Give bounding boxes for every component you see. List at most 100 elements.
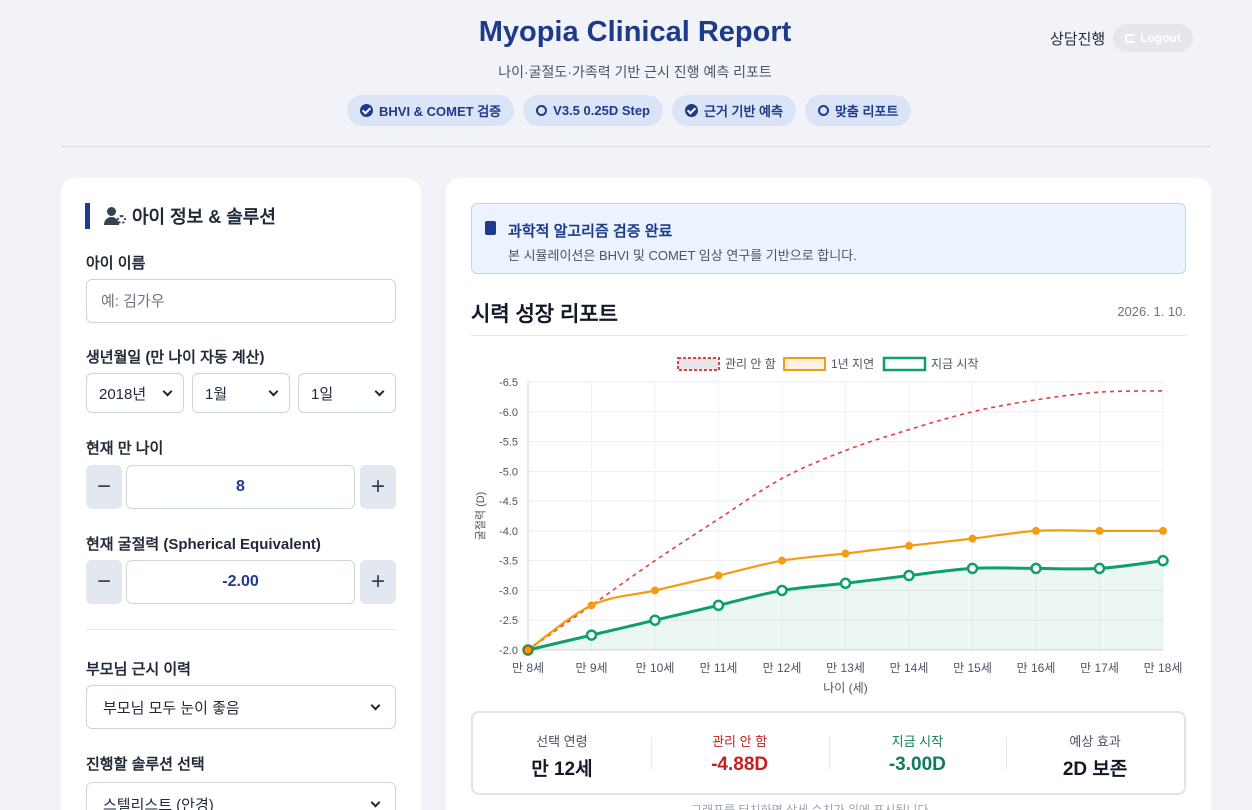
data-point — [651, 586, 659, 595]
data-point — [778, 556, 786, 565]
birth-label: 생년월일 (만 나이 자동 계산) — [86, 349, 265, 366]
verification-notice: 과학적 알고리즘 검증 완료 본 시뮬레이션은 BHVI 및 COMET 임상 … — [471, 203, 1186, 274]
solution-select[interactable]: 스텔리스트 (안경) — [86, 782, 396, 810]
age-decrement-button[interactable]: − — [86, 465, 122, 509]
data-point — [1093, 562, 1106, 575]
data-point — [839, 577, 852, 590]
data-point — [966, 562, 979, 575]
data-point — [712, 599, 725, 612]
chevron-down-icon — [370, 797, 381, 807]
birth-month-select[interactable]: 1월 — [192, 373, 290, 413]
panel-title: 아이 정보 & 솔루션 — [85, 203, 276, 229]
header-actions: 상담진행 Logout — [1050, 24, 1193, 52]
y-axis-label: 굴절력 (D) — [474, 492, 487, 541]
legend-swatch — [783, 357, 826, 371]
data-point — [903, 569, 915, 582]
summary-label: 지금 시작 — [891, 734, 944, 749]
y-tick-label: -2.0 — [499, 645, 518, 657]
consult-label[interactable]: 상담진행 — [1050, 30, 1106, 48]
report-date: 2026. 1. 10. — [1117, 304, 1186, 319]
myopia-progression-chart[interactable]: -6.5 -6.0 -5.5 -5.0 -4.5 -4.0 -3.5 -3.0 -2.5 -2.0… — [446, 338, 1211, 698]
y-tick-label: -3.0 — [499, 585, 518, 597]
badge-bhvi: BHVI & COMET 검증 — [347, 95, 515, 126]
y-tick-label: -6.5 — [499, 377, 518, 389]
badge-row: BHVI & COMET 검증 V3.5 0.25D Step 근거 기반 예측… — [347, 95, 912, 126]
age-increment-button[interactable]: + — [360, 465, 396, 509]
page-subtitle: 나이·굴절도·가족력 기반 근시 진행 예측 리포트 — [498, 64, 772, 80]
summary-label: 예상 효과 — [1069, 734, 1121, 749]
se-value-field[interactable]: -2.00 — [126, 560, 355, 604]
summary-start-now: 지금 시작 -3.00D — [828, 713, 1007, 793]
origin-point — [523, 645, 533, 655]
x-tick-label: 만 13세 — [826, 661, 865, 675]
y-tick-label: -4.0 — [499, 526, 518, 538]
award-icon — [817, 105, 829, 116]
y-tick-label: -3.5 — [499, 556, 518, 568]
data-point — [968, 534, 977, 543]
summary-expected-effect: 예상 효과 2D 보존 — [1006, 713, 1184, 793]
section-divider — [86, 629, 396, 630]
parent-history-label: 부모님 근시 이력 — [86, 661, 191, 678]
header: Myopia Clinical Report 나이·굴절도·가족력 기반 근시 … — [0, 0, 1252, 148]
series-line-one-year-delay — [527, 529, 1163, 651]
x-tick-label: 만 12세 — [763, 661, 802, 675]
y-tick-label: -5.0 — [499, 466, 518, 478]
check-circle-icon — [360, 104, 373, 117]
summary-label: 관리 안 함 — [712, 734, 768, 749]
summary-value: -4.88D — [711, 754, 769, 775]
legend-label: 관리 안 함 — [725, 357, 776, 371]
legend-swatch — [882, 356, 927, 372]
x-tick-label: 만 8세 — [512, 661, 544, 675]
x-tick-label: 만 10세 — [636, 661, 675, 675]
verification-description: 본 시뮬레이션은 BHVI 및 COMET 임상 연구를 기반으로 합니다. — [508, 248, 857, 263]
verification-title: 과학적 알고리즘 검증 완료 — [508, 223, 673, 240]
age-label: 현재 만 나이 — [86, 440, 164, 457]
header-divider — [61, 146, 1211, 147]
page-title: Myopia Clinical Report — [478, 16, 792, 48]
sign-out-icon — [1125, 33, 1136, 43]
data-point — [1030, 562, 1042, 575]
child-name-input[interactable] — [86, 279, 396, 323]
summary-value: 만 12세 — [531, 759, 593, 780]
summary-selected-age: 선택 연령 만 12세 — [473, 713, 651, 793]
x-tick-label: 만 11세 — [700, 661, 738, 675]
summary-value: 2D 보존 — [1062, 759, 1128, 780]
y-tick-label: -6.0 — [499, 407, 518, 419]
se-decrement-button[interactable]: − — [86, 560, 122, 604]
badge-evidence: 근거 기반 예측 — [671, 95, 796, 126]
data-point — [841, 549, 850, 558]
series-line-no-management — [527, 390, 1164, 651]
summary-box: 선택 연령 만 12세 관리 안 함 -4.88D 지금 시작 -3.00D 예… — [471, 711, 1186, 795]
check-circle-icon — [684, 104, 698, 117]
data-point — [714, 571, 723, 580]
user-cog-icon — [104, 207, 126, 225]
data-point — [1157, 554, 1169, 567]
award-icon — [536, 105, 548, 116]
age-value-field[interactable]: 8 — [126, 465, 355, 509]
data-point — [776, 584, 788, 597]
x-tick-label: 만 14세 — [890, 661, 929, 675]
document-icon — [485, 221, 496, 235]
chevron-down-icon — [374, 386, 385, 396]
legend-label: 1년 지연 — [831, 357, 874, 371]
parent-history-select[interactable]: 부모님 모두 눈이 좋음 — [86, 685, 396, 729]
x-tick-label: 만 9세 — [575, 661, 607, 675]
data-point — [1095, 526, 1104, 535]
chevron-down-icon — [268, 386, 279, 396]
data-point — [587, 601, 596, 610]
y-tick-label: -2.5 — [499, 615, 518, 627]
child-info-panel: 아이 정보 & 솔루션 아이 이름 생년월일 (만 나이 자동 계산) 2018… — [61, 178, 421, 810]
series-area-2 — [528, 560, 1163, 650]
summary-value: -3.00D — [888, 754, 946, 775]
badge-report: 맞춤 리포트 — [804, 95, 912, 126]
birth-year-select[interactable]: 2018년 — [86, 373, 184, 413]
chart-hint: 그래프를 터치하면 상세 수치가 위에 표시됩니다. — [691, 803, 932, 810]
data-point — [649, 614, 661, 626]
se-label: 현재 굴절력 (Spherical Equivalent) — [86, 536, 321, 553]
se-increment-button[interactable]: + — [360, 560, 396, 604]
logout-button[interactable]: Logout — [1113, 24, 1193, 52]
data-point — [585, 629, 598, 641]
report-panel: 과학적 알고리즘 검증 완료 본 시뮬레이션은 BHVI 및 COMET 임상 … — [446, 178, 1211, 810]
solution-label: 진행할 솔루션 선택 — [86, 756, 205, 773]
birth-day-select[interactable]: 1일 — [298, 373, 396, 413]
